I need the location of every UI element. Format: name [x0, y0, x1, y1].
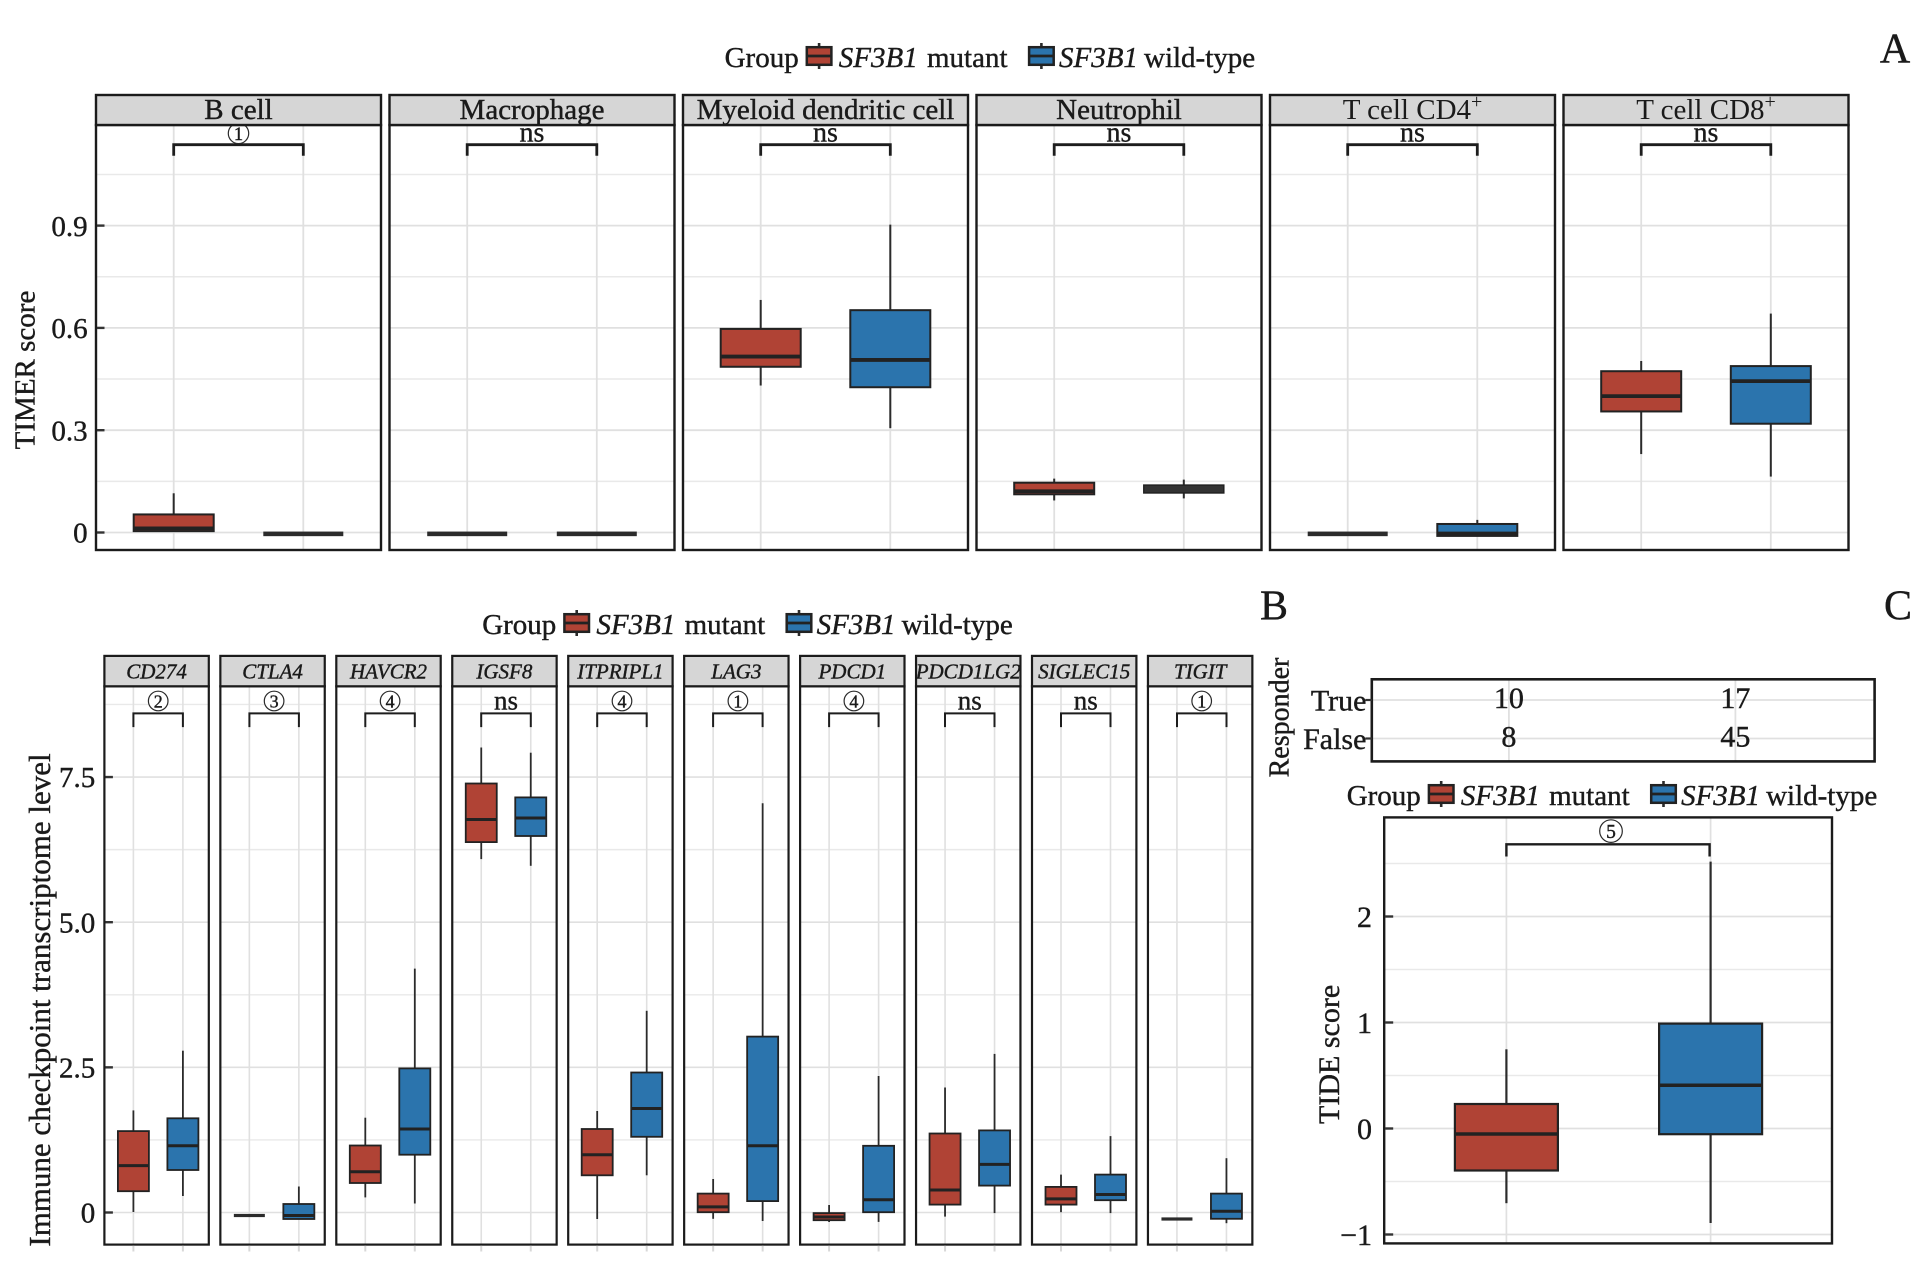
svg-text:T cell CD4+: T cell CD4+ [1343, 91, 1483, 126]
svg-text:1: 1 [1197, 692, 1206, 712]
svg-text:ns: ns [494, 686, 518, 716]
svg-text:7.5: 7.5 [59, 762, 95, 794]
svg-text:ns: ns [1074, 686, 1098, 716]
svg-text:Neutrophil: Neutrophil [1056, 94, 1182, 126]
svg-text:HAVCR2: HAVCR2 [349, 660, 428, 684]
svg-text:4: 4 [849, 692, 858, 712]
svg-text:SF3B1: SF3B1 [817, 609, 896, 641]
svg-text:CTLA4: CTLA4 [242, 660, 303, 684]
svg-text:PDCD1LG2: PDCD1LG2 [915, 660, 1022, 684]
svg-text:B cell: B cell [204, 94, 272, 126]
svg-text:C: C [1884, 583, 1912, 629]
svg-text:Myeloid dendritic cell: Myeloid dendritic cell [697, 94, 955, 126]
svg-text:17: 17 [1720, 682, 1750, 715]
svg-text:1: 1 [234, 125, 243, 145]
svg-text:SIGLEC15: SIGLEC15 [1038, 660, 1130, 684]
svg-text:5: 5 [1606, 822, 1616, 843]
svg-text:TIGIT: TIGIT [1174, 660, 1228, 684]
svg-text:1: 1 [1357, 1007, 1372, 1040]
svg-text:Group: Group [725, 42, 799, 74]
svg-text:TIDE score: TIDE score [1313, 985, 1346, 1124]
svg-text:8: 8 [1501, 721, 1516, 754]
svg-text:1: 1 [733, 692, 742, 712]
svg-text:Macrophage: Macrophage [460, 94, 605, 126]
svg-text:0: 0 [1357, 1113, 1372, 1146]
svg-text:SF3B1: SF3B1 [596, 609, 675, 641]
svg-text:Group: Group [1347, 780, 1421, 812]
svg-text:ns: ns [958, 686, 982, 716]
svg-text:SF3B1: SF3B1 [1461, 780, 1540, 812]
svg-text:2: 2 [154, 692, 163, 712]
svg-text:B: B [1260, 583, 1288, 629]
svg-text:IGSF8: IGSF8 [475, 660, 532, 684]
svg-text:0: 0 [73, 518, 88, 550]
svg-text:wild-type: wild-type [902, 609, 1013, 641]
svg-text:3: 3 [270, 692, 279, 712]
svg-text:4: 4 [618, 692, 627, 712]
svg-text:45: 45 [1720, 721, 1750, 754]
svg-text:mutant: mutant [1549, 780, 1630, 812]
svg-text:SF3B1: SF3B1 [1681, 780, 1760, 812]
svg-text:SF3B1: SF3B1 [839, 42, 918, 74]
svg-text:wild-type: wild-type [1766, 780, 1877, 812]
svg-text:0: 0 [81, 1198, 96, 1230]
svg-text:0.9: 0.9 [51, 211, 87, 243]
svg-text:0.3: 0.3 [51, 415, 87, 447]
svg-text:mutant: mutant [927, 42, 1008, 74]
svg-text:True: True [1311, 685, 1367, 718]
svg-text:−1: −1 [1340, 1219, 1372, 1252]
svg-text:A: A [1880, 27, 1911, 73]
svg-text:wild-type: wild-type [1144, 42, 1255, 74]
svg-text:Immune checkpoint transcriptom: Immune checkpoint transcriptome level [22, 753, 57, 1246]
svg-text:0.6: 0.6 [51, 313, 87, 345]
svg-text:PDCD1: PDCD1 [817, 660, 886, 684]
svg-text:4: 4 [386, 692, 395, 712]
svg-text:LAG3: LAG3 [710, 660, 761, 684]
svg-text:Group: Group [482, 609, 556, 641]
svg-text:SF3B1: SF3B1 [1059, 42, 1138, 74]
svg-text:CD274: CD274 [126, 660, 187, 684]
svg-text:5.0: 5.0 [59, 907, 95, 939]
svg-text:ITPRIPL1: ITPRIPL1 [576, 660, 663, 684]
svg-text:T cell CD8+: T cell CD8+ [1636, 91, 1776, 126]
svg-text:False: False [1303, 723, 1366, 756]
svg-text:2: 2 [1357, 901, 1372, 934]
svg-text:TIMER score: TIMER score [10, 291, 42, 450]
svg-text:mutant: mutant [685, 609, 766, 641]
svg-text:10: 10 [1494, 682, 1524, 715]
svg-text:Responder: Responder [1265, 657, 1296, 777]
svg-text:2.5: 2.5 [59, 1053, 95, 1085]
